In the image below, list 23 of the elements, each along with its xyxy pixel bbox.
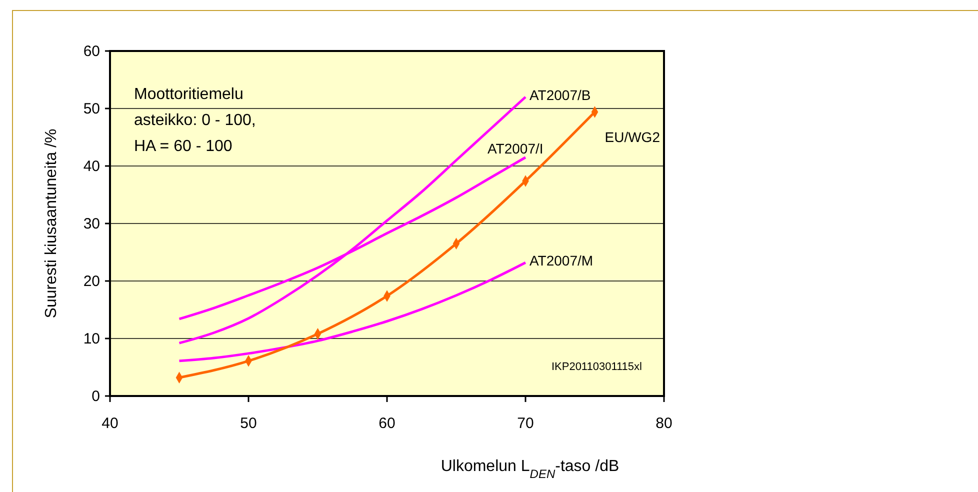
y-tick-label: 40 (83, 158, 100, 175)
y-tick-label: 60 (83, 43, 100, 60)
series-label: AT2007/I (488, 140, 544, 156)
y-tick-label: 30 (83, 216, 100, 232)
y-tick-label: 10 (83, 330, 100, 348)
x-tick-label: 50 (240, 415, 257, 432)
annotation: Moottoritiemelu (134, 86, 244, 103)
line-series (178, 261, 527, 362)
y-tick-label: 20 (83, 273, 100, 290)
series-label: EU/WG2 (604, 128, 660, 145)
x-axis-title: Ulkomelun L$_{DEN}$-taso /dB (440, 458, 620, 481)
x-tick-label: 60 (378, 415, 396, 432)
series-label: AT2007/B (530, 87, 591, 103)
annotation: HA = 60 - 100 (134, 138, 232, 155)
x-tick-label: 70 (517, 415, 534, 432)
annotation: IKP20110301115xl (551, 361, 642, 373)
x-tick-label: 40 (102, 415, 118, 432)
x-tick-label: 80 (656, 415, 672, 432)
annotation: asteikko: 0 - 100, (134, 112, 256, 129)
series-label: AT2007/M (530, 252, 594, 269)
y-tick-label: 50 (83, 100, 100, 118)
y-axis-title: Suuresti kiusaantuneita /% (43, 128, 60, 318)
y-tick-label: 0 (92, 388, 100, 405)
